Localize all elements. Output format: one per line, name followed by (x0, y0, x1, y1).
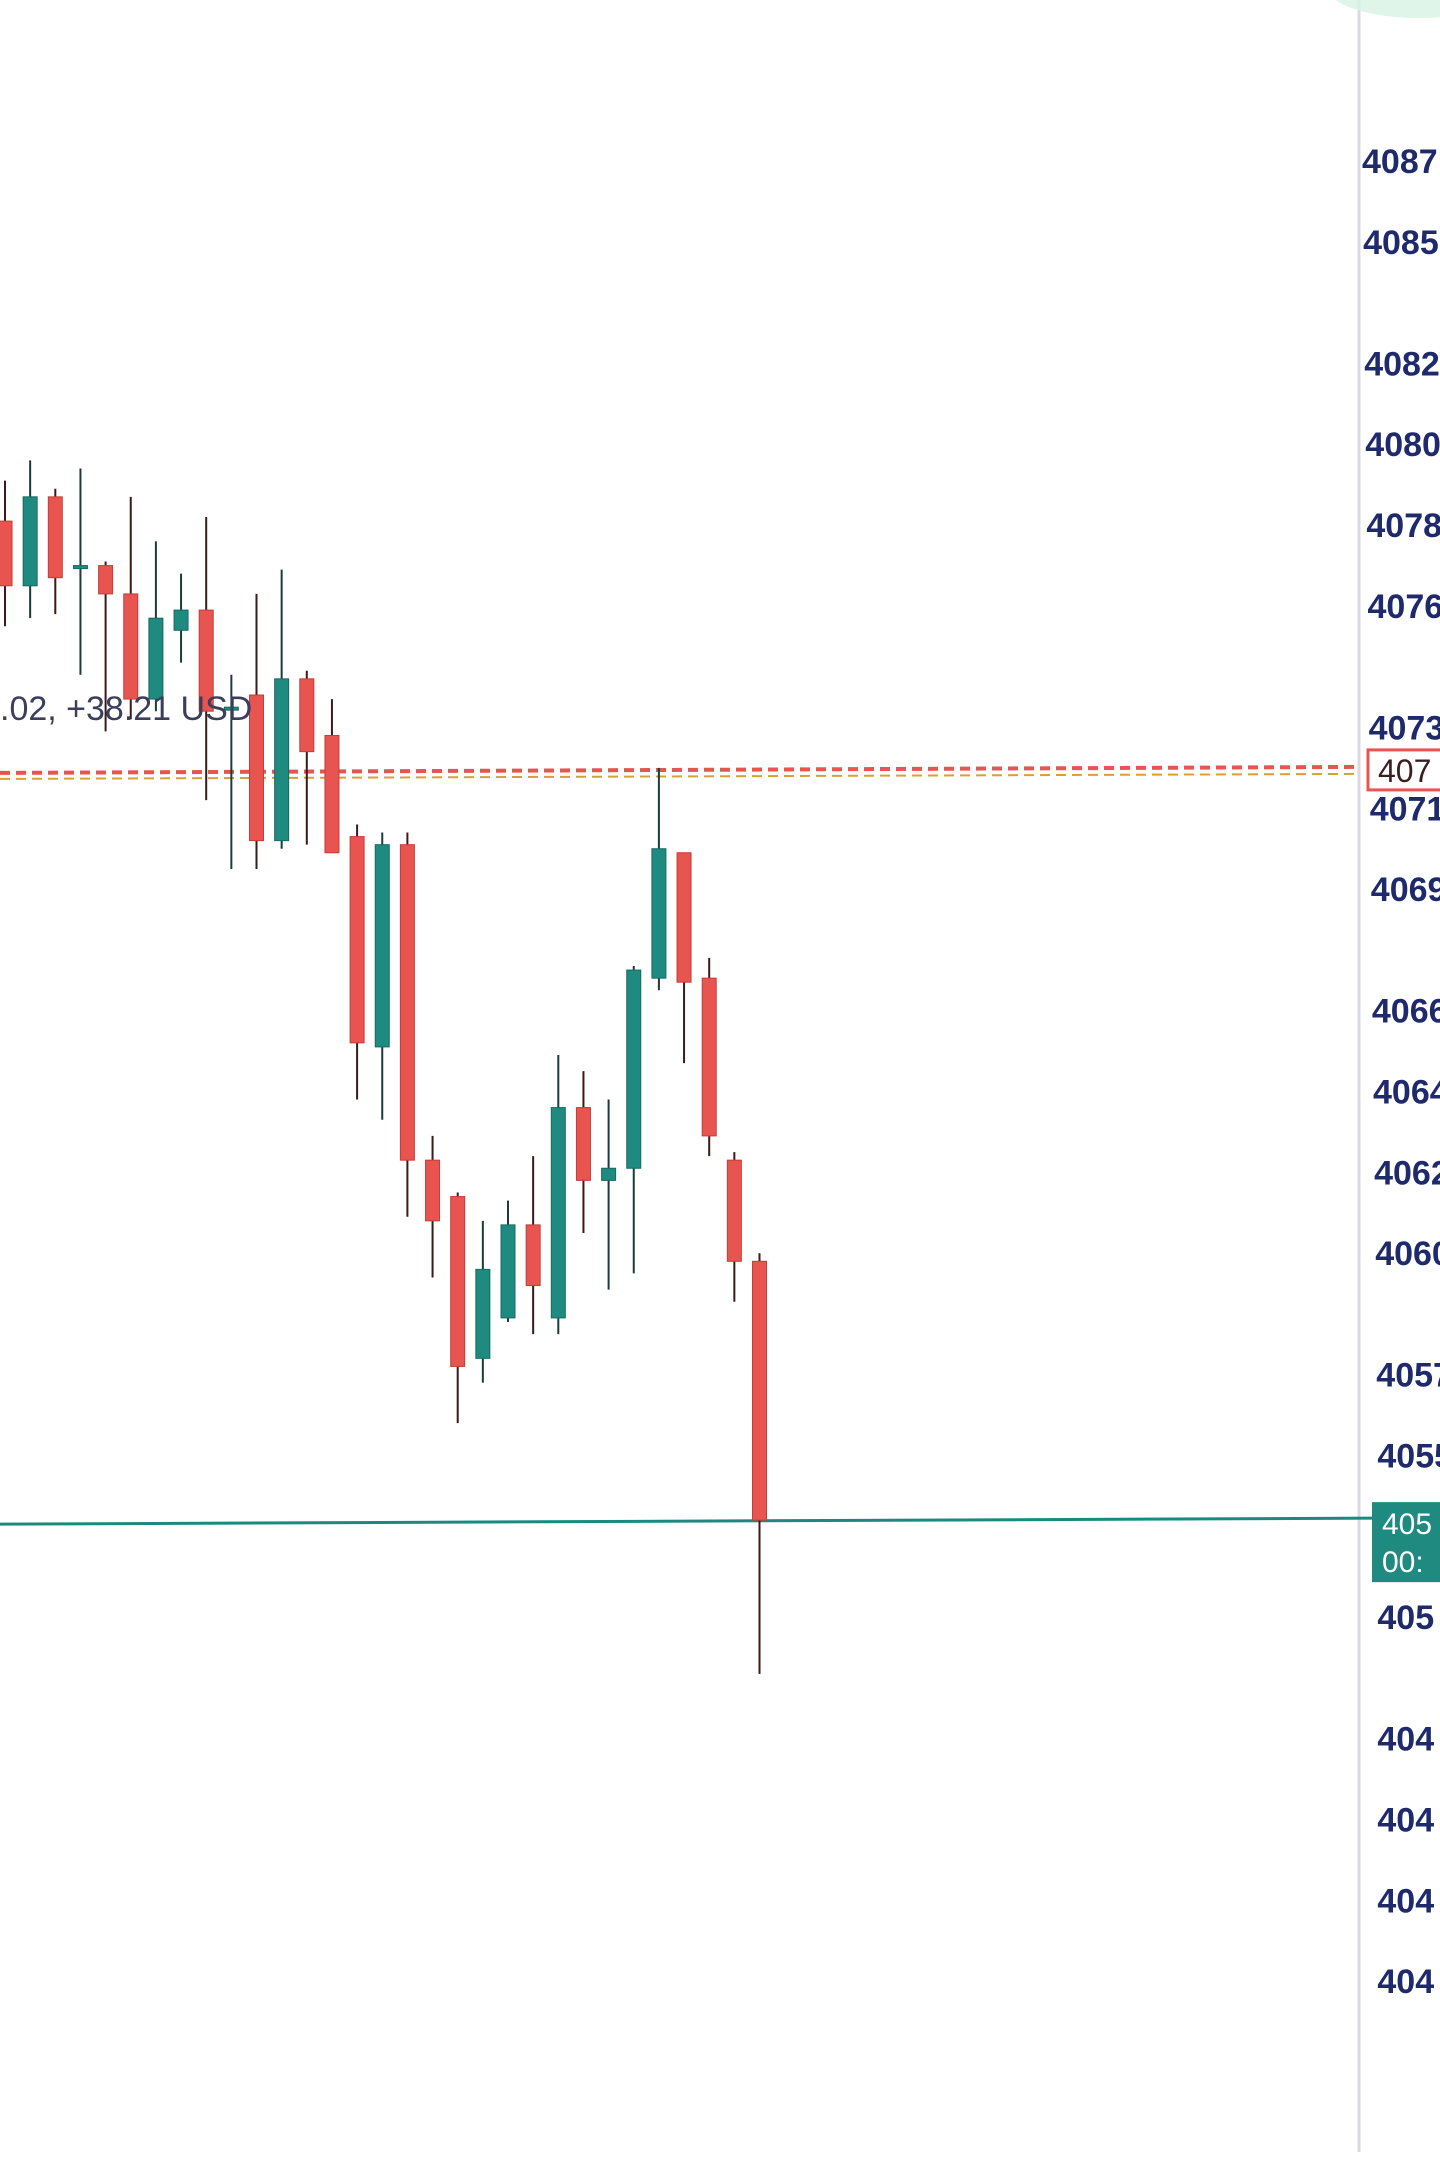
y-tick-label: 4080 (1365, 426, 1440, 464)
candle-body (476, 1269, 490, 1358)
candle-body (400, 845, 414, 1160)
current-price-tag-text: 405 (1382, 1508, 1432, 1541)
y-tick-label: 4078 (1366, 507, 1440, 545)
candle-body (48, 497, 62, 578)
candle-body (99, 566, 113, 594)
legend-text: .02, +38.21 USD (0, 690, 252, 728)
candle-body (149, 618, 163, 699)
y-tick-label: 404 (1377, 1721, 1434, 1759)
y-tick-label: 404 (1377, 1801, 1434, 1839)
y-tick-label: 4057 (1376, 1357, 1440, 1395)
y-tick-label: 404 (1377, 1963, 1434, 2001)
candle-body (275, 679, 289, 841)
y-tick-label: 4071 (1370, 790, 1440, 828)
y-tick-label: 4082 (1364, 345, 1440, 383)
dashed-level-tag-text: 407 (1378, 753, 1431, 789)
candle-body (576, 1108, 590, 1181)
candle-body (526, 1225, 540, 1286)
candle-body (501, 1225, 515, 1318)
candle-body (0, 521, 12, 586)
candle-body (451, 1197, 465, 1367)
y-tick-label: 405 (1377, 1599, 1434, 1637)
candle-body (702, 978, 716, 1136)
candle-body (627, 970, 641, 1168)
candle-body (551, 1108, 565, 1318)
candle-body (602, 1168, 616, 1180)
candle-body (300, 679, 314, 752)
y-tick-label: 4085 (1363, 224, 1439, 262)
candle-body (375, 845, 389, 1047)
y-tick-label: 404 (1377, 1882, 1434, 1920)
y-tick-label: 4062 (1374, 1154, 1440, 1192)
candle-body (677, 853, 691, 982)
countdown-tag-text: 00: (1382, 1546, 1424, 1579)
candle-body (73, 566, 87, 569)
y-tick-label: 4064 (1373, 1073, 1440, 1111)
candle-body (174, 610, 188, 630)
y-tick-label: 4060 (1375, 1235, 1440, 1273)
candle-body (426, 1160, 440, 1221)
candle-body (124, 594, 138, 699)
candle (702, 958, 716, 1156)
y-tick-label: 4069 (1371, 871, 1440, 909)
y-tick-label: 4055 (1377, 1437, 1440, 1475)
candle-body (350, 837, 364, 1043)
candle-body (753, 1261, 767, 1520)
candle-body (325, 735, 339, 852)
y-tick-label: 4076 (1368, 588, 1440, 626)
candle-body (652, 849, 666, 978)
y-tick-label: 4087 (1362, 143, 1438, 181)
y-tick-label: 4066 (1372, 993, 1440, 1031)
candle-body (727, 1160, 741, 1261)
candle (400, 833, 414, 1217)
y-tick-label: 4073 (1369, 709, 1440, 747)
candle-body (23, 497, 37, 586)
